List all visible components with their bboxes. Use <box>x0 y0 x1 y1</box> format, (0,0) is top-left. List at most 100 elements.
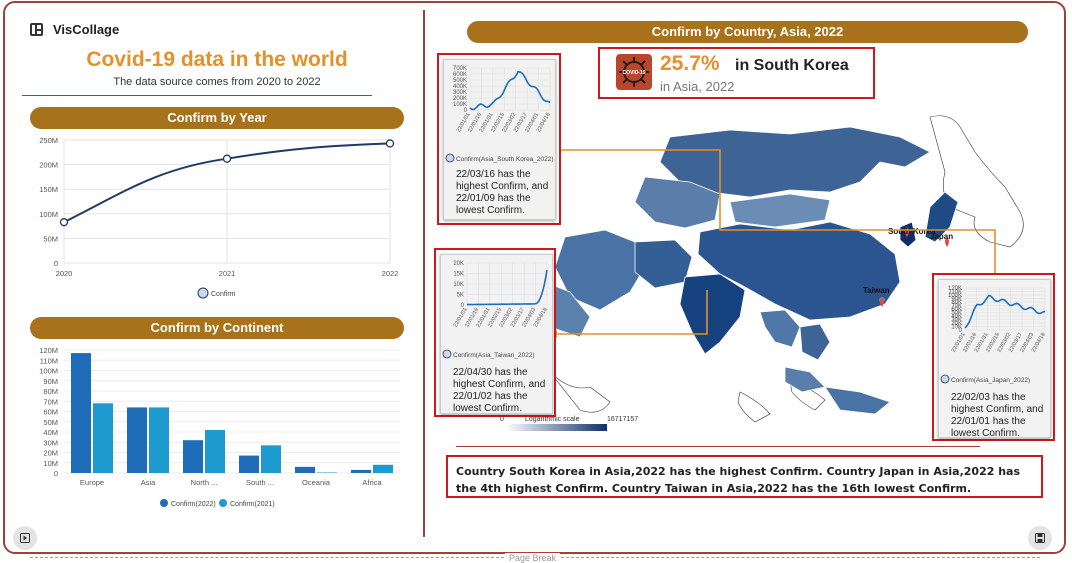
save-button[interactable] <box>1028 526 1052 550</box>
title-rule <box>22 95 372 96</box>
mini-legend-korea: Confirm(Asia_South Korea_2022) <box>456 156 554 163</box>
scale-label: Logarithmic scale <box>525 416 580 423</box>
year-point <box>385 139 395 148</box>
map-pins <box>880 227 949 307</box>
scale-bar <box>505 424 607 431</box>
mini-y-tick: 200K <box>453 96 467 102</box>
year-y-tick: 200M <box>39 161 58 170</box>
region-indonesia <box>824 386 891 415</box>
continent-y-tick: 70M <box>43 397 58 406</box>
mini-chart-taiwan: 20K15K10K5K022/01/0122/01/1622/01/3122/0… <box>453 261 549 328</box>
continent-bar <box>239 455 259 473</box>
callout-japan: 120K 110K 100K 90K 80K 70K 60K 50K 40K 30K 20K 10K 0… <box>932 273 1055 441</box>
scale-min: 0 <box>500 416 504 423</box>
mini-legend-swatch-taiwan <box>442 349 452 359</box>
continent-bar <box>127 407 147 473</box>
legend-2022-swatch <box>160 499 168 507</box>
mini-y-tick: 100K <box>453 102 467 108</box>
year-line-chart: 250M 200M 150M 100M 50M 0 2020 2021 2022 Confir… <box>39 136 399 299</box>
mini-series-line <box>466 270 548 306</box>
mini-chart-japan: 120K110K100K90K80K70K60K50K40K30K20K10K0… <box>948 286 1047 353</box>
continent-bar <box>93 403 113 473</box>
mini-y-tick: 0 <box>959 328 963 334</box>
continent-y-tick: 40M <box>43 428 58 437</box>
continent-bar <box>373 464 393 473</box>
mini-legend-japan: Confirm(Asia_Japan_2022) <box>951 377 1030 384</box>
year-x-axis: 2020 2021 2022 <box>56 269 399 278</box>
continent-bar <box>149 407 169 473</box>
continent-x-tick: South ... <box>246 478 274 487</box>
mini-y-tick: 400K <box>453 84 467 90</box>
region-kazakhstan <box>634 176 721 229</box>
continent-y-tick: 50M <box>43 418 58 427</box>
play-icon <box>20 533 30 543</box>
kpi-subtitle: in Asia, 2022 <box>660 79 735 94</box>
year-points <box>59 139 395 227</box>
year-point <box>222 154 232 163</box>
callout-south-korea: 700K 600K 500K 400K 300K 200K 100K 0 22/01/01 22/… <box>437 53 561 225</box>
continent-y-tick: 110M <box>40 356 58 365</box>
play-button[interactable] <box>13 526 37 550</box>
continent-y-tick: 20M <box>43 449 58 458</box>
legend-2022-label: Confirm(2022) <box>171 501 216 508</box>
continent-x-tick: Oceania <box>302 478 331 487</box>
continent-x-tick: Asia <box>141 478 156 487</box>
label-taiwan: Taiwan <box>863 286 890 295</box>
continent-bar <box>295 466 315 473</box>
year-y-tick: 250M <box>39 136 58 145</box>
mini-y-tick: 80K <box>951 300 962 306</box>
region-vietnam <box>799 323 831 361</box>
mini-y-tick: 100K <box>948 293 962 299</box>
mini-y-tick: 110K <box>948 290 962 296</box>
region-iran <box>634 239 693 289</box>
continent-bar <box>317 472 337 473</box>
year-legend-label: Confirm <box>211 291 236 298</box>
mini-y-tick: 60K <box>951 307 962 313</box>
legend-2021-label: Confirm(2021) <box>230 501 275 508</box>
mini-y-tick: 30K <box>951 318 962 324</box>
callout-taiwan: 20K 15K 10K 5K 0 22/01/01 22/01/16 22/01/31 22/0… <box>434 248 556 417</box>
mini-y-tick: 300K <box>453 90 467 96</box>
region-indochina <box>759 309 801 348</box>
mini-y-tick: 0 <box>464 108 468 114</box>
mini-legend-swatch-japan <box>940 374 950 384</box>
year-y-tick: 0 <box>54 259 58 268</box>
mini-y-tick: 90K <box>951 297 962 303</box>
kpi-card: COVID-19 25.7% in South Korea in Asia, 2… <box>598 47 875 99</box>
year-y-axis: 250M 200M 150M 100M 50M 0 <box>39 136 58 268</box>
year-point <box>59 218 69 227</box>
kpi-country: in South Korea <box>735 57 849 74</box>
mini-y-tick: 20K <box>453 261 464 267</box>
continent-y-tick: 100M <box>39 367 58 376</box>
layout-icon <box>30 23 43 36</box>
mini-y-tick: 5K <box>457 293 464 299</box>
year-panel-title: Confirm by Year <box>30 107 404 129</box>
mini-y-tick: 0 <box>461 303 465 309</box>
continent-y-tick: 90M <box>43 377 58 386</box>
mini-y-tick: 70K <box>951 304 962 310</box>
year-x-tick: 2022 <box>382 269 399 278</box>
covid-virus-icon: COVID-19 <box>616 54 652 90</box>
mini-y-tick: 120K <box>948 286 962 292</box>
mini-y-tick: 40K <box>951 314 962 320</box>
continent-y-tick: 10M <box>43 459 58 468</box>
callout-connectors <box>557 149 996 335</box>
continent-bars <box>71 353 393 473</box>
continent-grid <box>64 349 400 474</box>
continent-y-tick: 60M <box>43 408 58 417</box>
region-mongolia <box>729 193 831 228</box>
year-y-tick: 100M <box>39 210 58 219</box>
continent-x-tick: Europe <box>80 478 104 487</box>
save-icon <box>1035 533 1045 543</box>
mini-y-tick: 50K <box>951 311 962 317</box>
continent-x-tick: North ... <box>191 478 218 487</box>
continent-x-axis: Europe Asia North ... South ... Oceania Afric… <box>80 478 383 487</box>
label-japan: Japan <box>930 232 953 241</box>
map-panel-title: Confirm by Country, Asia, 2022 <box>467 21 1028 43</box>
page-break-label: Page Break <box>505 553 561 563</box>
panel-divider <box>423 10 425 537</box>
continent-bar <box>261 445 281 473</box>
mini-y-tick: 20K <box>951 321 962 327</box>
continent-x-tick: Africa <box>362 478 382 487</box>
